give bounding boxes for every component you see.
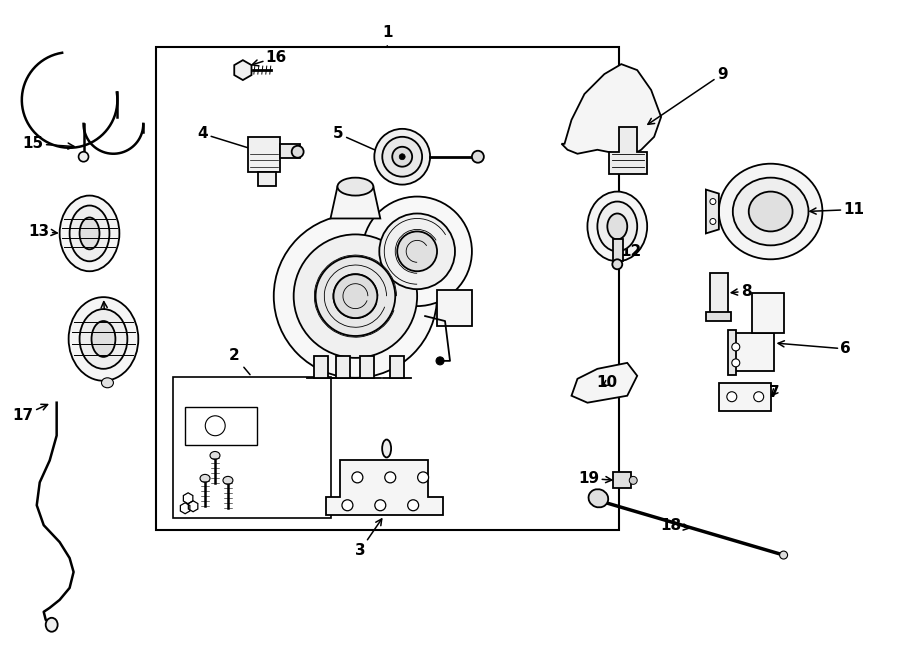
Ellipse shape (338, 178, 374, 196)
Circle shape (352, 472, 363, 483)
Bar (185, 407, 256, 445)
Polygon shape (572, 363, 637, 403)
Circle shape (408, 500, 418, 511)
Bar (613, 239, 624, 261)
Ellipse shape (200, 475, 210, 483)
Bar (710, 273, 728, 318)
Ellipse shape (274, 214, 437, 378)
Text: 16: 16 (252, 50, 287, 66)
Bar (613, 473, 631, 488)
Ellipse shape (589, 489, 608, 508)
Ellipse shape (397, 231, 437, 271)
Bar (719, 383, 770, 410)
Text: 19: 19 (578, 471, 612, 486)
Text: 3: 3 (356, 519, 382, 558)
Circle shape (436, 357, 444, 365)
Ellipse shape (223, 477, 233, 485)
Text: 4: 4 (198, 126, 256, 151)
Bar (360, 356, 374, 378)
Bar (248, 137, 280, 172)
Ellipse shape (733, 178, 808, 245)
Ellipse shape (334, 274, 377, 318)
Polygon shape (562, 64, 662, 157)
Ellipse shape (719, 164, 823, 259)
Bar (280, 144, 300, 158)
Circle shape (342, 500, 353, 511)
Ellipse shape (588, 192, 647, 261)
Ellipse shape (363, 196, 472, 306)
Circle shape (710, 198, 716, 204)
Ellipse shape (46, 618, 58, 632)
Polygon shape (609, 127, 647, 174)
Ellipse shape (79, 217, 100, 249)
Bar (706, 312, 731, 321)
Circle shape (374, 129, 430, 184)
Circle shape (78, 152, 88, 162)
Circle shape (779, 551, 788, 559)
Ellipse shape (379, 214, 455, 289)
Ellipse shape (382, 440, 392, 457)
Circle shape (710, 219, 716, 225)
Ellipse shape (293, 235, 417, 358)
Circle shape (753, 392, 764, 402)
Circle shape (732, 359, 740, 367)
Text: 9: 9 (648, 67, 727, 124)
Text: 10: 10 (597, 375, 618, 390)
Ellipse shape (316, 256, 395, 336)
Bar (313, 356, 328, 378)
Ellipse shape (79, 309, 128, 369)
Bar (337, 356, 350, 378)
Circle shape (392, 147, 412, 167)
Text: 18: 18 (661, 518, 689, 533)
Text: 12: 12 (617, 242, 642, 259)
Polygon shape (437, 290, 472, 326)
Circle shape (418, 472, 428, 483)
Text: 11: 11 (810, 202, 864, 217)
Text: 5: 5 (333, 126, 386, 155)
Circle shape (292, 146, 303, 158)
Ellipse shape (749, 192, 793, 231)
Bar (728, 330, 736, 375)
Bar (173, 377, 330, 518)
Bar (391, 356, 404, 378)
Text: 2: 2 (229, 348, 250, 375)
Polygon shape (326, 461, 443, 515)
Ellipse shape (608, 214, 627, 239)
Circle shape (727, 392, 737, 402)
Ellipse shape (598, 202, 637, 251)
Bar (732, 333, 774, 371)
Ellipse shape (92, 321, 115, 357)
Text: 8: 8 (732, 284, 752, 299)
Ellipse shape (210, 451, 220, 459)
Circle shape (382, 137, 422, 176)
Circle shape (612, 259, 622, 269)
Polygon shape (706, 190, 719, 233)
Ellipse shape (472, 151, 484, 163)
Text: 13: 13 (29, 224, 58, 239)
Text: 14: 14 (96, 301, 117, 348)
Text: 1: 1 (382, 25, 392, 47)
Circle shape (732, 343, 740, 351)
Bar (257, 172, 275, 186)
Circle shape (385, 472, 396, 483)
Text: 17: 17 (13, 405, 48, 423)
Ellipse shape (69, 206, 110, 261)
Circle shape (400, 154, 405, 160)
Ellipse shape (102, 378, 113, 388)
Text: 15: 15 (22, 136, 74, 151)
Ellipse shape (59, 196, 120, 271)
Text: 6: 6 (778, 341, 851, 356)
Polygon shape (330, 186, 381, 219)
Circle shape (629, 477, 637, 485)
Bar (752, 293, 784, 333)
Bar (157, 47, 619, 530)
Circle shape (374, 500, 386, 511)
Ellipse shape (68, 297, 139, 381)
Text: 7: 7 (769, 385, 779, 401)
